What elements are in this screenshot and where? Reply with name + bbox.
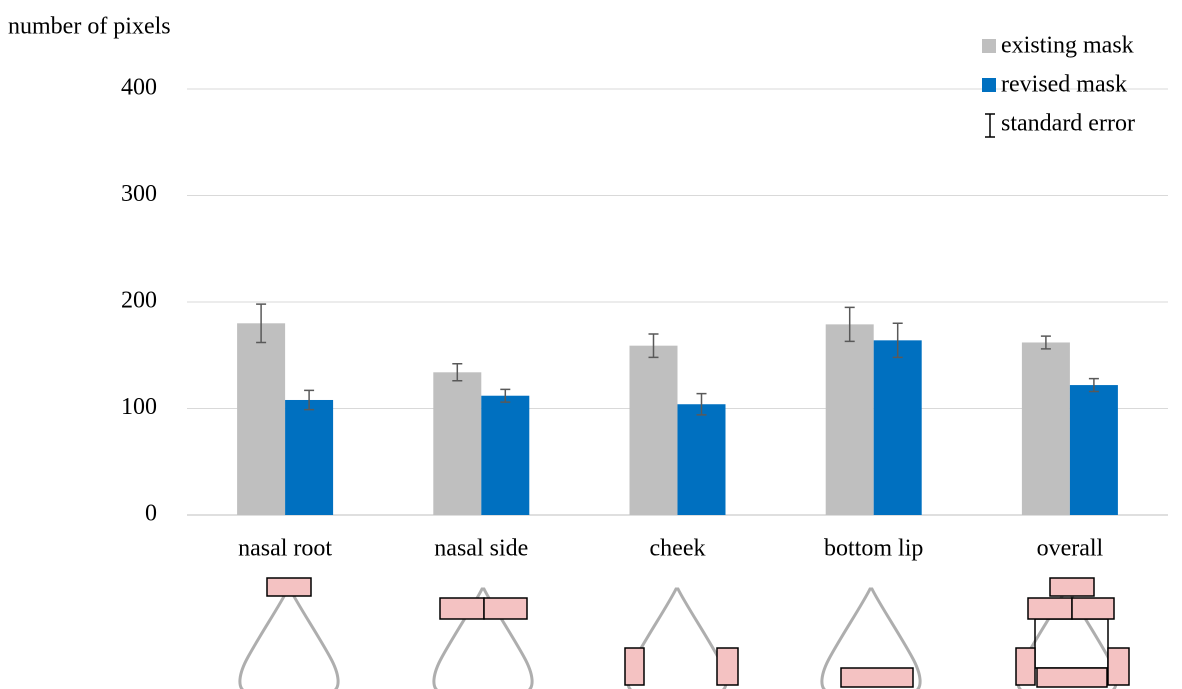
mask-diagram (1015, 577, 1130, 689)
mask-diagram (820, 587, 922, 689)
x-tick-label: nasal side (434, 536, 528, 562)
y-tick-label: 100 (121, 394, 157, 420)
x-tick-label: overall (1037, 536, 1104, 562)
legend-swatch (982, 39, 996, 53)
error-bar (648, 333, 659, 359)
legend-label: revised mask (1001, 72, 1127, 98)
legend-label: standard error (1001, 111, 1135, 137)
error-bar (1040, 335, 1051, 350)
error-bar (844, 306, 855, 343)
legend-swatch (982, 78, 996, 92)
y-tick-label: 0 (145, 501, 157, 527)
legend-error-icon (985, 113, 995, 138)
bar (1021, 342, 1070, 515)
error-bar (500, 388, 511, 403)
x-tick-label: cheek (650, 536, 706, 562)
error-bar (892, 322, 903, 359)
x-tick-label: nasal root (238, 536, 332, 562)
legend-label: existing mask (1001, 33, 1134, 59)
error-bar (304, 389, 315, 411)
bar (1069, 385, 1118, 515)
mask-diagram (624, 587, 739, 689)
mask-diagram (238, 577, 340, 689)
error-bar (696, 392, 707, 416)
bar (629, 345, 678, 515)
x-tick-label: bottom lip (824, 536, 923, 562)
bar (677, 404, 726, 515)
bar (481, 395, 530, 515)
bar (433, 372, 482, 515)
bar (285, 399, 334, 515)
y-tick-label: 200 (121, 288, 157, 314)
y-tick-label: 300 (121, 181, 157, 207)
bar (825, 324, 874, 515)
bar (237, 323, 286, 515)
y-tick-label: 400 (121, 75, 157, 101)
error-bar (256, 303, 267, 344)
mask-diagram (432, 587, 534, 689)
y-axis-label: number of pixels (8, 14, 171, 40)
bar (873, 340, 922, 515)
error-bar (452, 363, 463, 382)
error-bar (1088, 377, 1099, 393)
